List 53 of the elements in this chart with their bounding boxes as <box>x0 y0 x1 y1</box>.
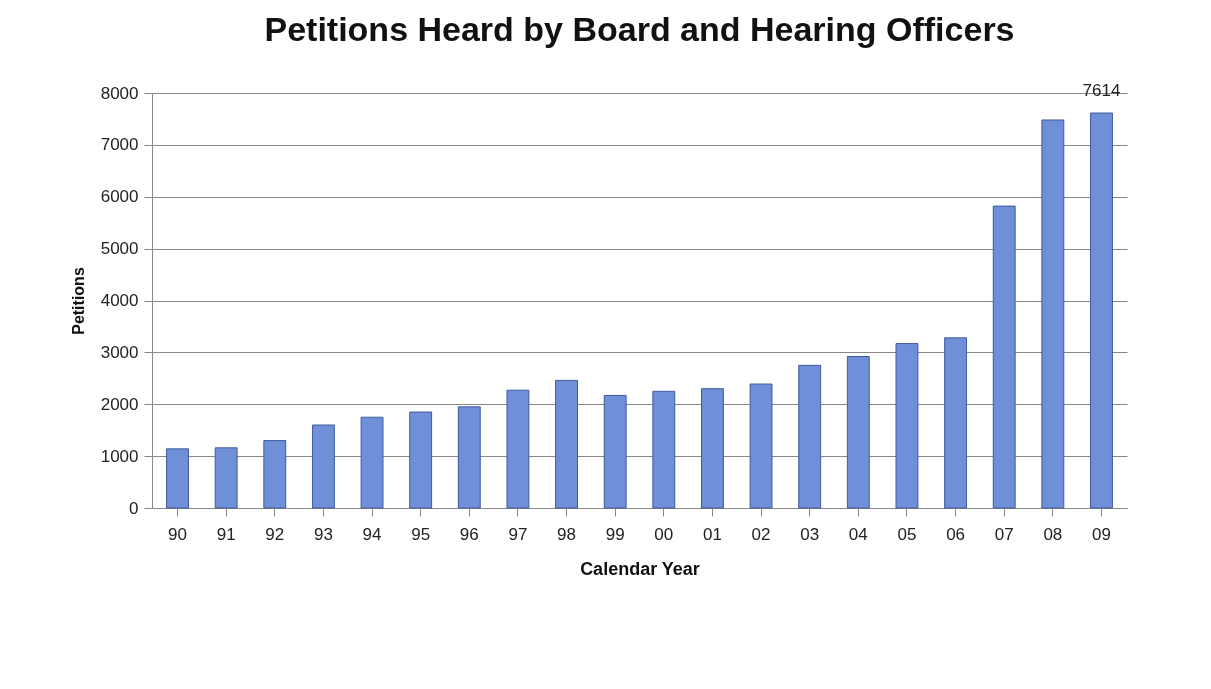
x-tick-label: 90 <box>168 524 187 544</box>
x-tick-label: 92 <box>265 524 285 544</box>
x-tick-label: 93 <box>313 524 333 544</box>
x-tick-label: 08 <box>1043 524 1063 544</box>
y-tick-label: 6000 <box>100 187 139 207</box>
bar <box>360 416 384 509</box>
bar <box>603 394 627 509</box>
bar <box>457 406 481 509</box>
bar <box>1090 112 1113 509</box>
bar <box>1041 119 1065 509</box>
bar <box>798 364 822 509</box>
x-tick-label: 07 <box>994 524 1014 544</box>
x-tick-label: 95 <box>411 524 431 544</box>
y-tick-label: 4000 <box>100 291 139 310</box>
y-tick-label: 7000 <box>100 135 139 155</box>
y-tick-label: 0 <box>129 498 139 518</box>
y-tick-label: 5000 <box>100 239 139 259</box>
bar <box>944 337 968 509</box>
x-tick-label: 96 <box>459 524 479 544</box>
x-tick-label: 03 <box>800 524 820 544</box>
y-tick-label: 3000 <box>100 342 139 362</box>
bar <box>701 388 724 509</box>
x-tick-label: 99 <box>605 524 625 544</box>
y-axis-title: Petitions <box>69 267 87 335</box>
bar <box>895 343 919 509</box>
x-tick-label: 02 <box>751 524 771 544</box>
y-tick-label: 8000 <box>100 83 139 103</box>
bar <box>409 411 433 509</box>
bar <box>652 390 676 509</box>
bar <box>846 356 870 509</box>
x-tick-label: 09 <box>1092 524 1111 544</box>
bar <box>992 205 1016 509</box>
y-tick-label: 1000 <box>100 446 139 466</box>
x-tick-label: 94 <box>362 524 382 544</box>
chart-title: Petitions Heard by Board and Hearing Officers <box>264 10 1015 49</box>
x-axis-title: Calendar Year <box>580 558 700 579</box>
data-label: 7614 <box>1082 81 1121 101</box>
bar <box>166 448 189 509</box>
bar <box>263 440 287 509</box>
bar <box>311 424 335 509</box>
x-tick-label: 05 <box>897 524 917 544</box>
x-tick-label: 04 <box>848 524 868 544</box>
bar <box>506 389 530 509</box>
x-tick-label: 01 <box>702 524 722 544</box>
y-tick-label: 2000 <box>100 394 139 414</box>
x-tick-label: 97 <box>508 524 528 544</box>
bar <box>555 379 578 509</box>
x-tick-label: 00 <box>654 524 674 544</box>
x-tick-label: 98 <box>557 524 577 544</box>
bar <box>749 383 773 509</box>
x-tick-label: 91 <box>216 524 236 544</box>
bar <box>214 447 238 509</box>
x-tick-label: 06 <box>946 524 966 544</box>
